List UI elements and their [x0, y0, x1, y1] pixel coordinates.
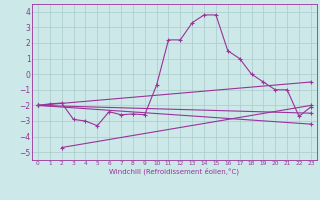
X-axis label: Windchill (Refroidissement éolien,°C): Windchill (Refroidissement éolien,°C): [109, 168, 239, 175]
